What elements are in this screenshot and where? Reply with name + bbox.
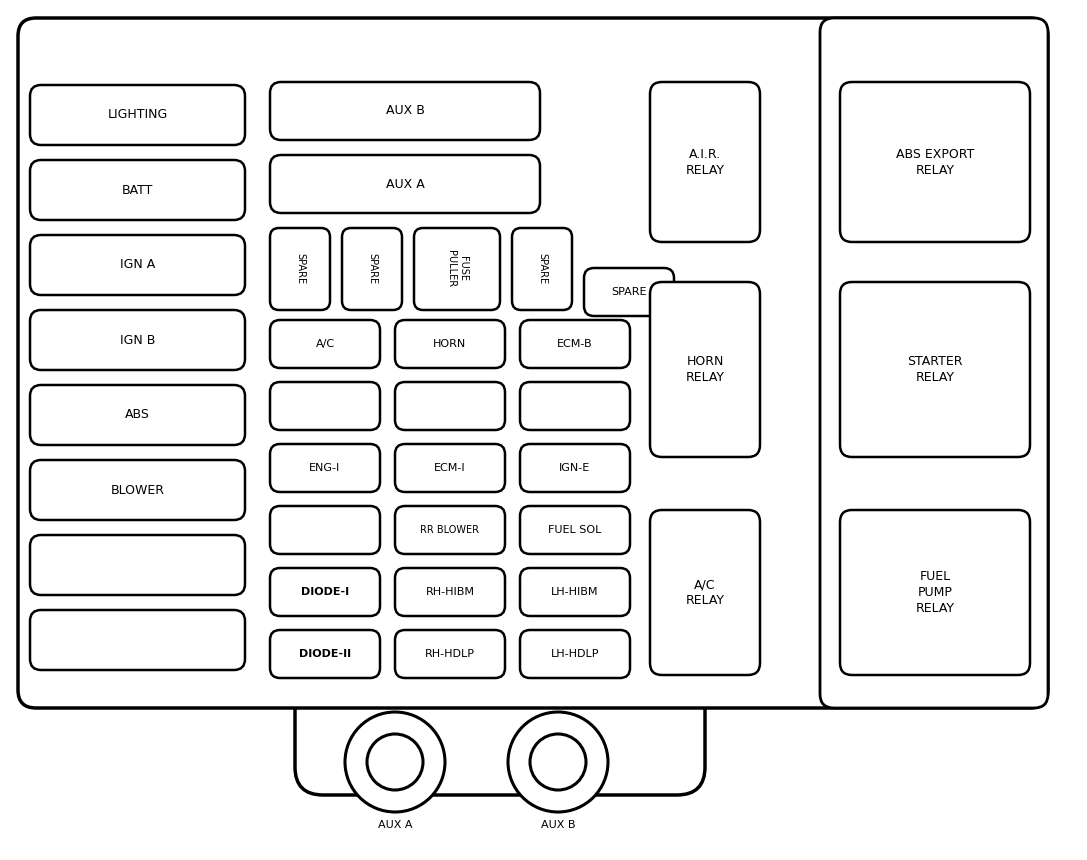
FancyBboxPatch shape bbox=[520, 630, 630, 678]
FancyBboxPatch shape bbox=[520, 320, 630, 368]
Text: A/C: A/C bbox=[315, 339, 335, 349]
FancyBboxPatch shape bbox=[840, 510, 1030, 675]
Text: ABS: ABS bbox=[125, 408, 150, 421]
FancyBboxPatch shape bbox=[30, 85, 245, 145]
Circle shape bbox=[367, 734, 423, 790]
Text: HORN
RELAY: HORN RELAY bbox=[686, 355, 725, 384]
FancyBboxPatch shape bbox=[650, 282, 760, 457]
Text: RH-HIBM: RH-HIBM bbox=[425, 587, 475, 597]
Text: SPARE: SPARE bbox=[611, 287, 647, 297]
FancyBboxPatch shape bbox=[270, 382, 380, 430]
Text: AUX B: AUX B bbox=[386, 105, 424, 118]
FancyBboxPatch shape bbox=[270, 82, 540, 140]
FancyBboxPatch shape bbox=[30, 460, 245, 520]
Text: AUX A: AUX A bbox=[386, 177, 424, 191]
Text: RH-HDLP: RH-HDLP bbox=[425, 649, 475, 659]
Text: FUEL SOL: FUEL SOL bbox=[548, 525, 602, 535]
FancyBboxPatch shape bbox=[650, 510, 760, 675]
Text: BATT: BATT bbox=[122, 183, 153, 196]
FancyBboxPatch shape bbox=[270, 320, 380, 368]
FancyBboxPatch shape bbox=[840, 282, 1030, 457]
FancyBboxPatch shape bbox=[584, 268, 674, 316]
FancyBboxPatch shape bbox=[270, 444, 380, 492]
Text: SPARE: SPARE bbox=[295, 254, 305, 285]
FancyBboxPatch shape bbox=[520, 444, 630, 492]
Text: STARTER
RELAY: STARTER RELAY bbox=[908, 355, 963, 384]
Polygon shape bbox=[323, 704, 677, 709]
Circle shape bbox=[530, 734, 586, 790]
FancyBboxPatch shape bbox=[18, 18, 1048, 708]
FancyBboxPatch shape bbox=[395, 506, 505, 554]
Text: DIODE-I: DIODE-I bbox=[301, 587, 349, 597]
FancyBboxPatch shape bbox=[520, 506, 630, 554]
Text: RR BLOWER: RR BLOWER bbox=[421, 525, 479, 535]
Text: BLOWER: BLOWER bbox=[111, 483, 164, 496]
Text: A.I.R.
RELAY: A.I.R. RELAY bbox=[686, 148, 725, 176]
Text: A/C
RELAY: A/C RELAY bbox=[686, 578, 725, 607]
Text: IGN B: IGN B bbox=[120, 334, 155, 347]
FancyBboxPatch shape bbox=[295, 680, 705, 795]
Text: SPARE: SPARE bbox=[537, 254, 547, 285]
FancyBboxPatch shape bbox=[270, 568, 380, 616]
Text: LH-HDLP: LH-HDLP bbox=[551, 649, 599, 659]
FancyBboxPatch shape bbox=[395, 568, 505, 616]
Text: AUX B: AUX B bbox=[540, 820, 575, 830]
FancyBboxPatch shape bbox=[395, 630, 505, 678]
Text: ABS EXPORT
RELAY: ABS EXPORT RELAY bbox=[896, 148, 974, 176]
Text: IGN-E: IGN-E bbox=[560, 463, 590, 473]
Circle shape bbox=[508, 712, 608, 812]
FancyBboxPatch shape bbox=[840, 82, 1030, 242]
FancyBboxPatch shape bbox=[650, 82, 760, 242]
FancyBboxPatch shape bbox=[395, 382, 505, 430]
FancyBboxPatch shape bbox=[414, 228, 500, 310]
FancyBboxPatch shape bbox=[30, 535, 245, 595]
Text: AUX A: AUX A bbox=[378, 820, 412, 830]
FancyBboxPatch shape bbox=[820, 18, 1048, 708]
Text: ENG-I: ENG-I bbox=[310, 463, 340, 473]
Text: SPARE: SPARE bbox=[367, 254, 377, 285]
FancyBboxPatch shape bbox=[270, 630, 380, 678]
Text: FUEL
PUMP
RELAY: FUEL PUMP RELAY bbox=[915, 570, 954, 615]
Text: ECM-I: ECM-I bbox=[434, 463, 466, 473]
Text: DIODE-II: DIODE-II bbox=[299, 649, 351, 659]
FancyBboxPatch shape bbox=[30, 310, 245, 370]
FancyBboxPatch shape bbox=[395, 444, 505, 492]
FancyBboxPatch shape bbox=[270, 228, 330, 310]
FancyBboxPatch shape bbox=[270, 155, 540, 213]
Text: ECM-B: ECM-B bbox=[558, 339, 592, 349]
FancyBboxPatch shape bbox=[520, 568, 630, 616]
FancyBboxPatch shape bbox=[520, 382, 630, 430]
FancyBboxPatch shape bbox=[270, 506, 380, 554]
Text: LIGHTING: LIGHTING bbox=[108, 108, 167, 121]
Text: IGN A: IGN A bbox=[120, 259, 155, 272]
FancyBboxPatch shape bbox=[395, 320, 505, 368]
Text: LH-HIBM: LH-HIBM bbox=[551, 587, 599, 597]
Text: HORN: HORN bbox=[434, 339, 466, 349]
FancyBboxPatch shape bbox=[30, 235, 245, 295]
FancyBboxPatch shape bbox=[342, 228, 402, 310]
Circle shape bbox=[345, 712, 445, 812]
FancyBboxPatch shape bbox=[30, 160, 245, 220]
FancyBboxPatch shape bbox=[512, 228, 572, 310]
FancyBboxPatch shape bbox=[30, 385, 245, 445]
FancyBboxPatch shape bbox=[30, 610, 245, 670]
Text: FUSE
PULLER: FUSE PULLER bbox=[446, 250, 468, 287]
